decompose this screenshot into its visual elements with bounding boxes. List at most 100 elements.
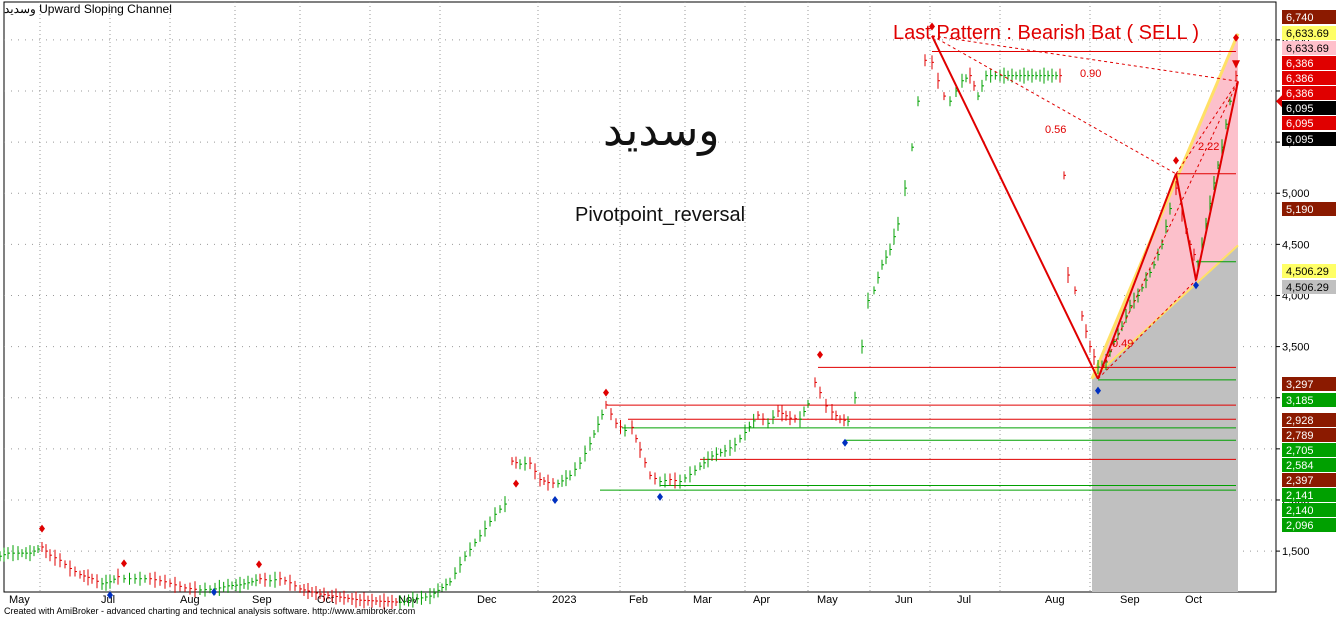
current-price-pointer-icon (1276, 95, 1282, 108)
pattern-ratio-label: 0.90 (1080, 68, 1101, 80)
price-label: 4,506.29 (1286, 266, 1329, 278)
x-tick-label: Mar (693, 594, 712, 606)
price-label: 3,185 (1286, 395, 1314, 407)
x-tick-label: Aug (180, 594, 200, 606)
price-label-bg (1282, 428, 1336, 442)
y-tick-label: 4,500 (1282, 239, 1310, 251)
price-label: 6,095 (1286, 134, 1314, 146)
indicator-name: Pivotpoint_reversal (575, 204, 746, 226)
pivot-low-marker (552, 495, 558, 504)
price-label: 2,928 (1286, 415, 1314, 427)
price-label-bg (1282, 280, 1336, 294)
price-label: 6,095 (1286, 103, 1314, 115)
price-label-bg (1282, 101, 1336, 115)
price-label: 2,789 (1286, 430, 1314, 442)
pivot-high-marker (817, 350, 823, 359)
pivot-high-marker (513, 479, 519, 488)
x-tick-label: Sep (252, 594, 272, 606)
price-label: 6,633.69 (1286, 28, 1329, 40)
y-tick-label: 5,000 (1282, 188, 1310, 200)
price-label-bg (1282, 473, 1336, 487)
price-label-bg (1282, 458, 1336, 472)
x-tick-label: Apr (753, 594, 770, 606)
x-tick-label: Aug (1045, 594, 1065, 606)
price-label-bg (1282, 10, 1336, 24)
price-label-bg (1282, 116, 1336, 130)
pivot-high-marker (1233, 33, 1239, 42)
price-label: 2,705 (1286, 445, 1314, 457)
pattern-title: Last Pattern : Bearish Bat ( SELL ) (893, 22, 1200, 44)
price-label: 4,506.29 (1286, 282, 1329, 294)
price-label-bg (1282, 41, 1336, 55)
plot-frame (3, 1, 1277, 593)
y-tick-label: 1,500 (1282, 546, 1310, 558)
pivot-low-marker (211, 588, 217, 596)
price-label: 2,096 (1286, 520, 1314, 532)
price-label: 5,190 (1286, 204, 1314, 216)
price-label-bg (1282, 377, 1336, 391)
pivot-high-marker (256, 560, 262, 569)
pattern-ratio-label: 0.49 (1112, 338, 1133, 350)
x-tick-label: May (9, 594, 30, 606)
pivot-low-marker (657, 492, 663, 501)
price-label: 6,386 (1286, 88, 1314, 100)
x-tick-label: Feb (629, 594, 648, 606)
pivot-low-marker (107, 591, 113, 600)
x-tick-label: Jun (895, 594, 913, 606)
pattern-leg (931, 35, 1099, 380)
price-label: 6,740 (1286, 12, 1314, 24)
pivot-high-marker (39, 524, 45, 533)
price-label: 6,386 (1286, 58, 1314, 70)
pattern-ratio-line (1097, 279, 1197, 380)
price-label: 2,584 (1286, 460, 1314, 472)
x-tick-label: Oct (1185, 594, 1202, 606)
price-label-bg (1282, 518, 1336, 532)
price-label-bg (1282, 86, 1336, 100)
x-tick-label: Jul (957, 594, 971, 606)
pattern-leg (1097, 173, 1177, 380)
x-tick-label: Oct (317, 594, 334, 606)
price-label-bg (1282, 413, 1336, 427)
pivot-low-marker (842, 438, 848, 447)
price-label: 2,141 (1286, 490, 1314, 502)
sell-arrow-icon (1232, 60, 1240, 69)
price-label-bg (1282, 503, 1336, 517)
channel-lower-edge (1091, 244, 1239, 380)
x-tick-label: Nov (398, 594, 418, 606)
price-label: 6,633.69 (1286, 43, 1329, 55)
channel-upper-edge (1090, 33, 1240, 380)
price-label-bg (1282, 56, 1336, 70)
footer-credit: Created with AmiBroker - advanced charti… (4, 606, 416, 616)
pattern-ratio-line (1175, 80, 1239, 175)
pivot-low-marker (1095, 386, 1101, 395)
price-label: 2,397 (1286, 475, 1314, 487)
x-tick-label: Sep (1120, 594, 1140, 606)
x-tick-label: May (817, 594, 838, 606)
pattern-ratio-line (1097, 81, 1239, 380)
price-label-bg (1282, 393, 1336, 407)
pattern-ratio-label: 0.56 (1045, 124, 1066, 136)
price-label-bg (1282, 132, 1336, 146)
price-label-bg (1282, 202, 1336, 216)
price-label-bg (1282, 443, 1336, 457)
pivot-high-marker (1173, 156, 1179, 165)
symbol-name: وسدید (603, 105, 720, 156)
price-label-bg (1282, 26, 1336, 40)
chart-title: وسدید Upward Sloping Channel (4, 2, 172, 16)
price-label: 3,297 (1286, 379, 1314, 391)
price-label: 2,140 (1286, 505, 1314, 517)
y-tick-label: 3,500 (1282, 342, 1310, 354)
price-label: 6,095 (1286, 118, 1314, 130)
pivot-low-marker (1193, 281, 1199, 290)
pivot-high-marker (929, 22, 935, 31)
price-label-bg (1282, 71, 1336, 85)
price-label-bg (1282, 488, 1336, 502)
price-label: 6,386 (1286, 73, 1314, 85)
pivot-high-marker (121, 559, 127, 568)
pattern-leg (1175, 173, 1197, 281)
pattern-ratio-label: 2.22 (1198, 141, 1219, 153)
x-tick-label: Dec (477, 594, 497, 606)
x-tick-label: 2023 (552, 594, 576, 606)
pattern-ratio-line (931, 35, 1177, 175)
